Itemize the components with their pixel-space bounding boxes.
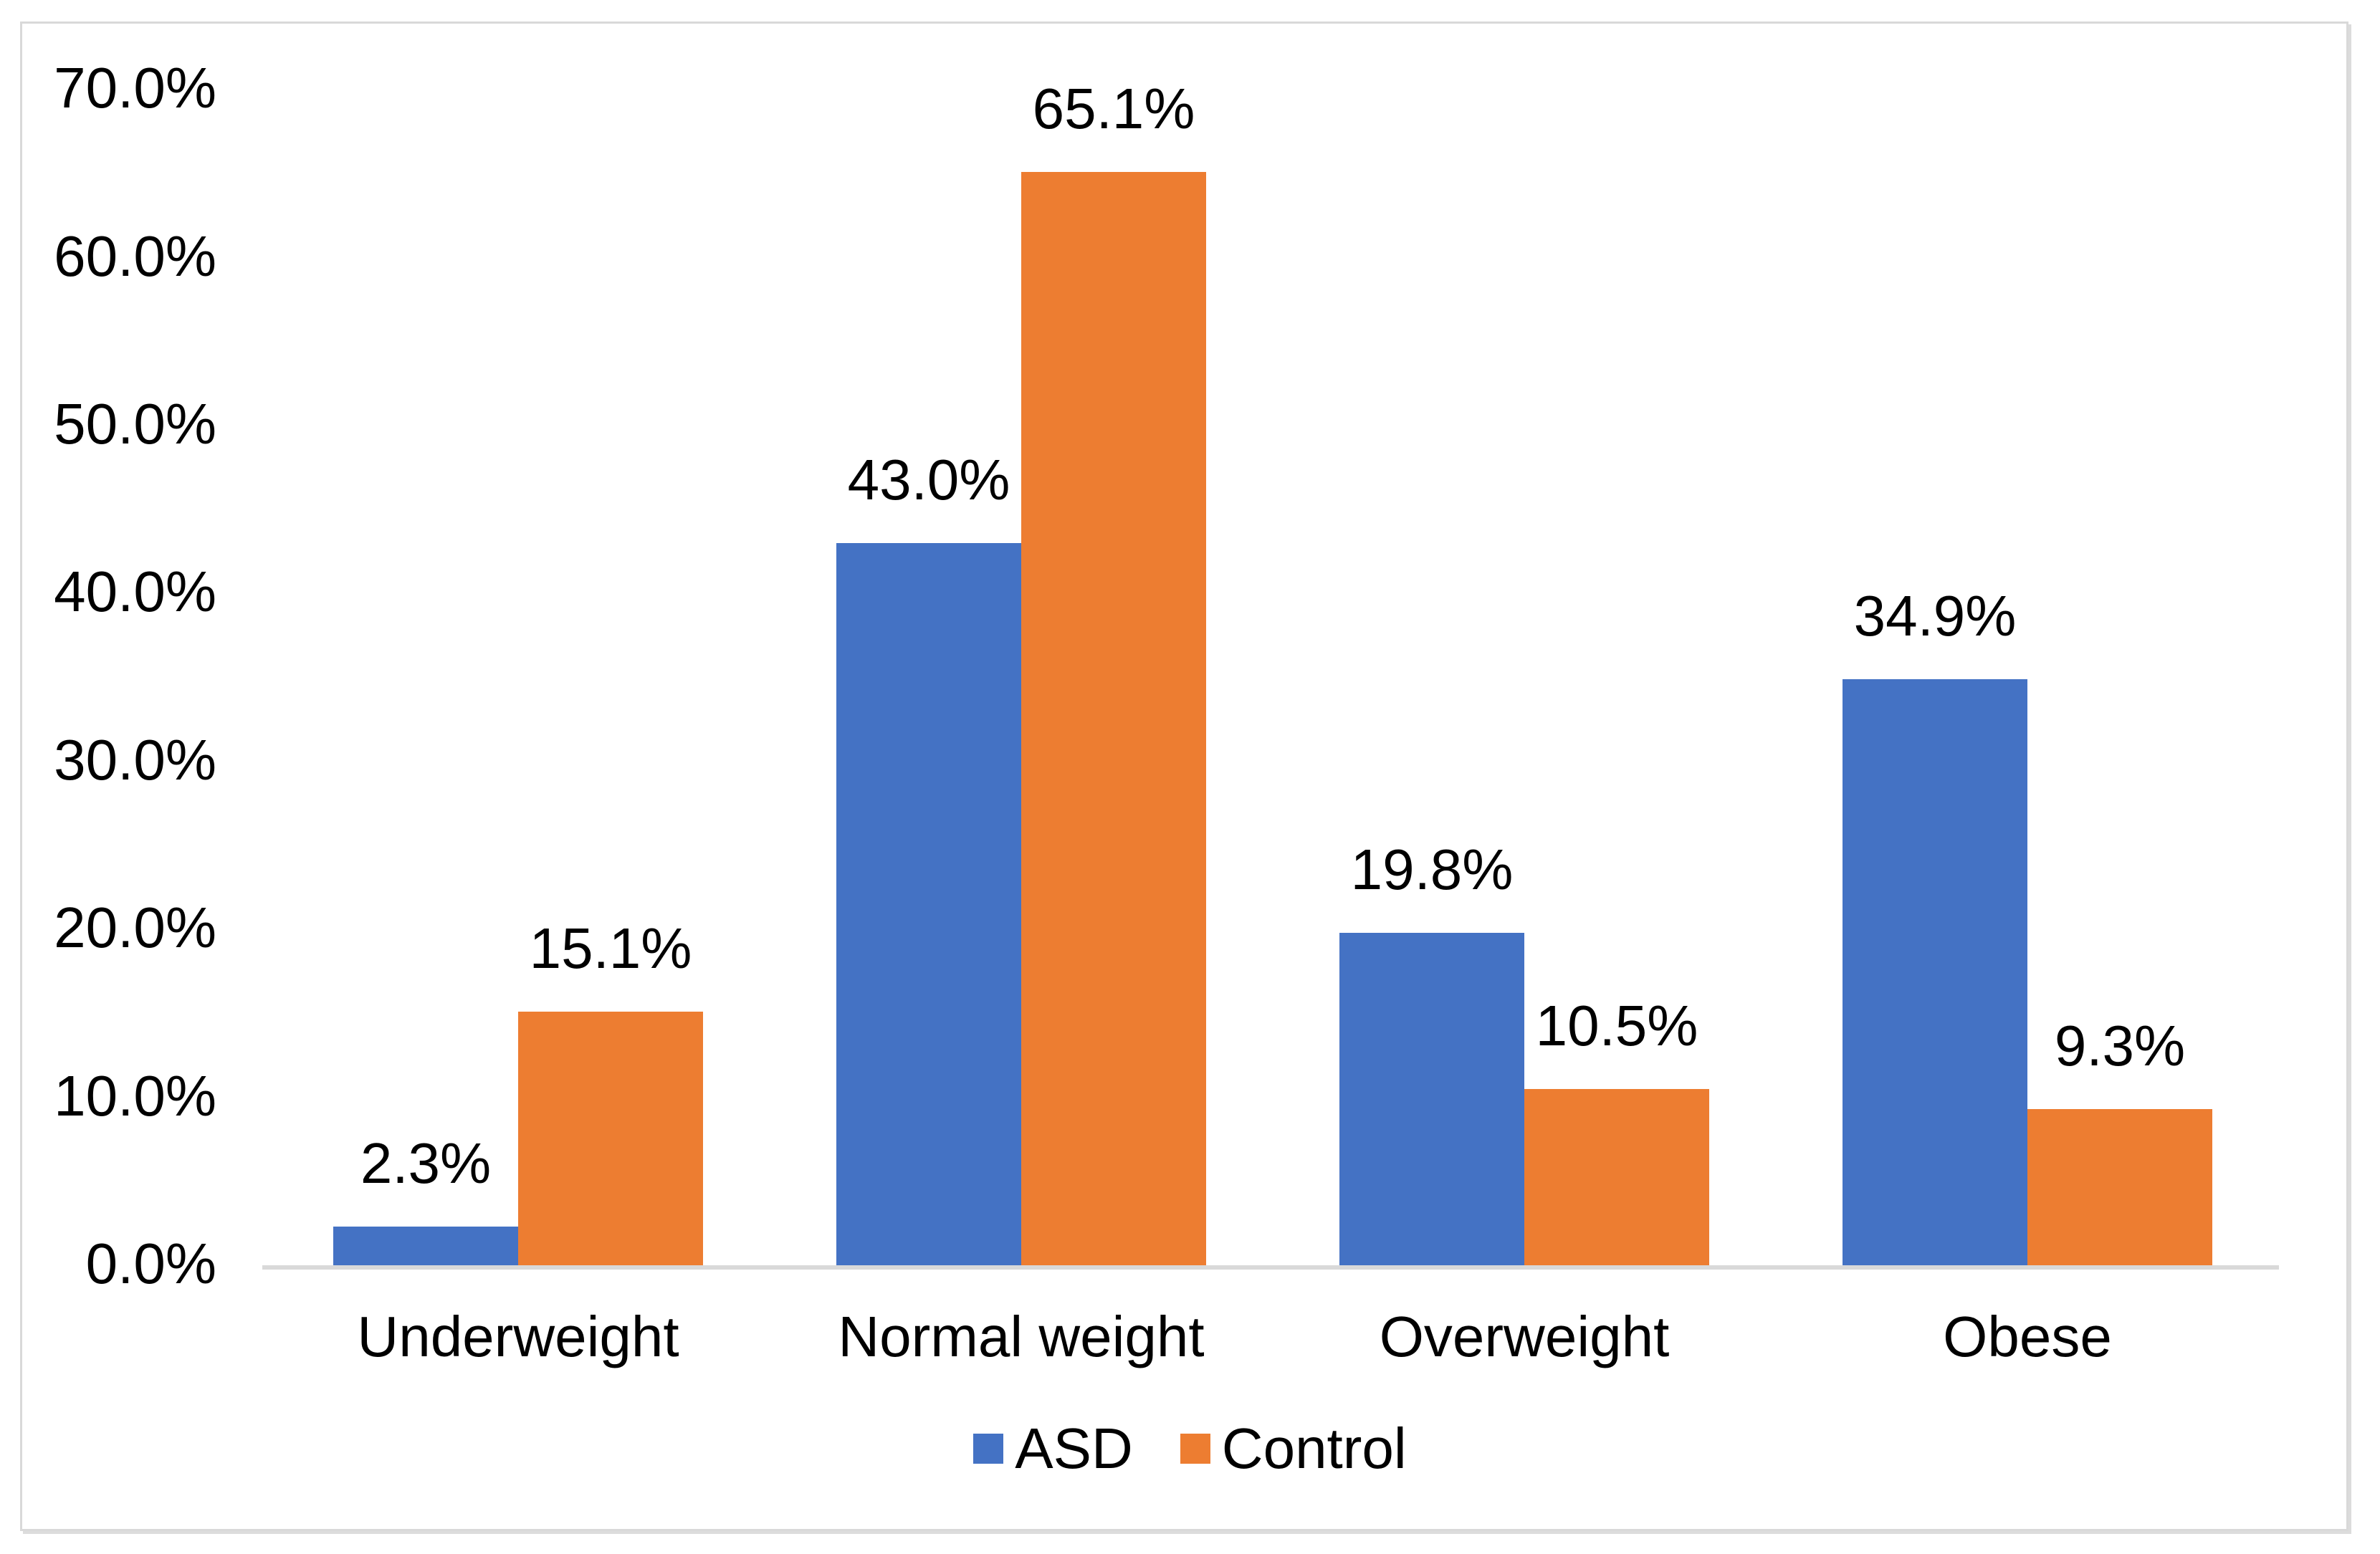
bar-value-label-asd-underweight: 2.3% [360,1131,492,1195]
bar-asd-underweight [333,1227,518,1265]
bar-asd-obese [1843,679,2027,1265]
y-tick-label-30-0-: 30.0% [54,727,216,792]
bar-value-label-control-overweight: 10.5% [1535,994,1698,1057]
y-tick-label-60-0-: 60.0% [54,224,216,288]
y-tick-label-0-0-: 0.0% [85,1232,216,1295]
category-label-underweight: Underweight [357,1305,679,1368]
legend-label-asd: ASD [1015,1416,1133,1480]
legend: ASD Control [0,1417,2380,1480]
legend-swatch-control [1180,1434,1210,1464]
bar-value-label-asd-overweight: 19.8% [1350,838,1514,901]
bar-control-overweight [1524,1089,1709,1265]
legend-item-asd: ASD [973,1419,1133,1479]
y-tick-label-40-0-: 40.0% [54,560,216,624]
category-label-overweight: Overweight [1379,1305,1670,1368]
bar-control-obese [2027,1109,2212,1265]
category-label-normal-weight: Normal weight [838,1305,1205,1368]
bar-value-label-asd-obese: 34.9% [1853,584,2017,648]
bar-control-underweight [518,1012,703,1265]
bar-value-label-asd-normal-weight: 43.0% [847,448,1010,512]
category-label-obese: Obese [1943,1305,2112,1368]
y-tick-label-70-0-: 70.0% [54,56,216,120]
y-tick-label-20-0-: 20.0% [54,896,216,960]
bar-value-label-control-obese: 9.3% [2054,1014,2186,1078]
bar-value-label-control-underweight: 15.1% [529,916,692,980]
y-tick-label-50-0-: 50.0% [54,392,216,456]
x-axis-line [262,1265,2279,1270]
legend-swatch-asd [973,1434,1004,1464]
legend-item-control: Control [1180,1419,1407,1479]
bar-asd-overweight [1339,933,1524,1265]
bar-asd-normal-weight [836,543,1021,1265]
y-tick-label-10-0-: 10.0% [54,1063,216,1128]
legend-label-control: Control [1221,1416,1407,1480]
bar-control-normal-weight [1021,172,1206,1265]
bar-value-label-control-normal-weight: 65.1% [1032,77,1195,140]
